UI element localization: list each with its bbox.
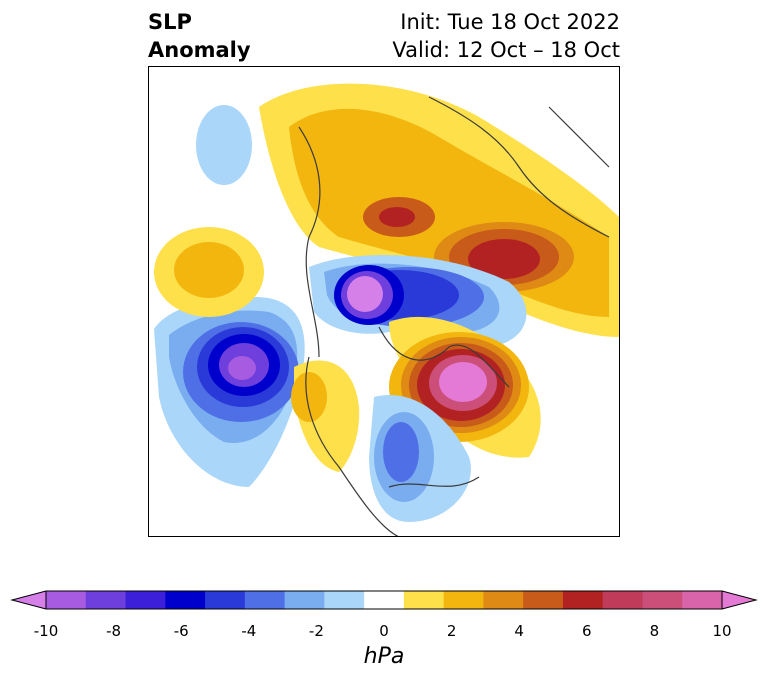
colorbar-tick-label: 4: [514, 622, 524, 640]
colorbar-cell: [403, 591, 445, 609]
coastlines: [298, 96, 610, 536]
colorbar-ticks: -10 -8 -6 -4 -2 0 2 4 6 8 10: [0, 622, 768, 644]
colorbar-tick-label: 8: [649, 622, 660, 640]
colorbar-cell: [602, 591, 643, 609]
colorbar-cell: [244, 591, 286, 609]
init-date: Init: Tue 18 Oct 2022: [400, 10, 620, 34]
colorbar-cell: [165, 591, 206, 609]
colorbar-tick-label: -8: [106, 622, 122, 640]
colorbar-extend-min: [12, 591, 46, 609]
colorbar-cell: [324, 591, 365, 609]
title-line-1: SLP: [148, 10, 192, 34]
arctic-low-anomaly: [309, 255, 527, 347]
title-line-2: Anomaly: [148, 38, 251, 62]
colorbar-cell: [483, 591, 524, 609]
colorbar-tick-label: -10: [33, 622, 59, 640]
map-title: SLP Anomaly: [148, 8, 251, 64]
colorbar-tick-label: -2: [308, 622, 324, 640]
colorbar-tick-label: -6: [173, 622, 189, 640]
colorbar-tick-label: 0: [379, 622, 389, 640]
valid-range: Valid: 12 Oct – 18 Oct: [392, 38, 620, 62]
colorbar: [10, 590, 758, 610]
colorbar-cell: [562, 591, 604, 609]
small-low-patch: [196, 105, 252, 185]
colorbar-cell: [85, 591, 127, 609]
anomaly-map: [148, 66, 620, 537]
us-low-anomaly: [369, 395, 471, 522]
colorbar-tick-label: 2: [446, 622, 457, 640]
west-high-anomaly: [154, 227, 264, 317]
colorbar-tick-label: -4: [241, 622, 257, 640]
colorbar-cell: [682, 591, 723, 609]
colorbar-cell: [205, 591, 246, 609]
colorbar-cell: [284, 591, 325, 609]
colorbar-cell: [523, 591, 564, 609]
colorbar-cell: [125, 591, 166, 609]
eurasian-high-anomaly: [259, 83, 619, 337]
colorbar-tick-label: 6: [582, 622, 592, 640]
map-dates: Init: Tue 18 Oct 2022 Valid: 12 Oct – 18…: [392, 8, 620, 64]
colorbar-extend-max: [722, 591, 756, 609]
colorbar-tick-label: 10: [712, 622, 732, 640]
colorbar-cell: [46, 591, 87, 609]
map-svg: [154, 83, 619, 536]
colorbar-cell: [364, 591, 405, 609]
colorbar-cell: [443, 591, 484, 609]
colorbar-cell: [642, 591, 683, 609]
western-us-high-anomaly: [291, 360, 360, 472]
pacific-low-anomaly: [154, 297, 305, 487]
colorbar-unit-label: hPa: [363, 644, 405, 669]
